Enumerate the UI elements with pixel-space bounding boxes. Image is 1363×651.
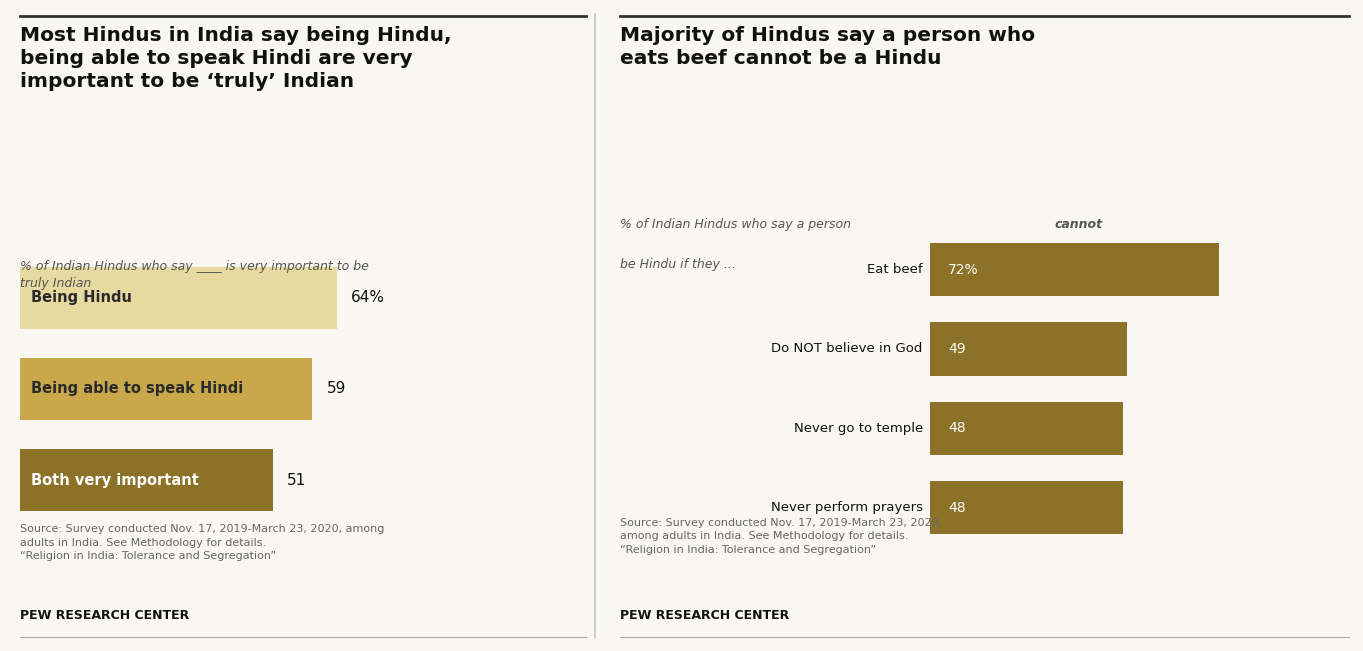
Text: PEW RESEARCH CENTER: PEW RESEARCH CENTER <box>20 609 189 622</box>
FancyBboxPatch shape <box>930 243 1219 296</box>
Text: 72%: 72% <box>949 262 979 277</box>
Text: cannot: cannot <box>1054 218 1103 231</box>
Text: Eat beef: Eat beef <box>867 263 923 276</box>
Text: Majority of Hindus say a person who
eats beef cannot be a Hindu: Majority of Hindus say a person who eats… <box>620 26 1036 68</box>
FancyBboxPatch shape <box>20 358 312 420</box>
Text: 51: 51 <box>288 473 307 488</box>
Text: 48: 48 <box>949 421 966 436</box>
Text: Both very important: Both very important <box>30 473 199 488</box>
Text: 48: 48 <box>949 501 966 515</box>
FancyBboxPatch shape <box>20 449 273 511</box>
FancyBboxPatch shape <box>20 267 337 329</box>
FancyBboxPatch shape <box>930 481 1123 534</box>
Text: % of Indian Hindus who say ____ is very important to be
truly Indian: % of Indian Hindus who say ____ is very … <box>20 260 369 290</box>
Text: 49: 49 <box>949 342 966 356</box>
Text: Never perform prayers: Never perform prayers <box>771 501 923 514</box>
Text: be Hindu if they ...: be Hindu if they ... <box>620 258 736 271</box>
Text: Never go to temple: Never go to temple <box>793 422 923 435</box>
Text: 64%: 64% <box>352 290 386 305</box>
Text: PEW RESEARCH CENTER: PEW RESEARCH CENTER <box>620 609 789 622</box>
Text: Do NOT believe in God: Do NOT believe in God <box>771 342 923 355</box>
Text: Being able to speak Hindi: Being able to speak Hindi <box>30 381 243 396</box>
Text: Source: Survey conducted Nov. 17, 2019-March 23, 2020,
among adults in India. Se: Source: Survey conducted Nov. 17, 2019-M… <box>620 518 942 555</box>
FancyBboxPatch shape <box>930 402 1123 455</box>
Text: Source: Survey conducted Nov. 17, 2019-March 23, 2020, among
adults in India. Se: Source: Survey conducted Nov. 17, 2019-M… <box>20 524 384 561</box>
Text: % of Indian Hindus who say a person: % of Indian Hindus who say a person <box>620 218 855 231</box>
Text: Most Hindus in India say being Hindu,
being able to speak Hindi are very
importa: Most Hindus in India say being Hindu, be… <box>20 26 453 90</box>
Text: 59: 59 <box>327 381 346 396</box>
Text: Being Hindu: Being Hindu <box>30 290 131 305</box>
FancyBboxPatch shape <box>930 322 1127 376</box>
